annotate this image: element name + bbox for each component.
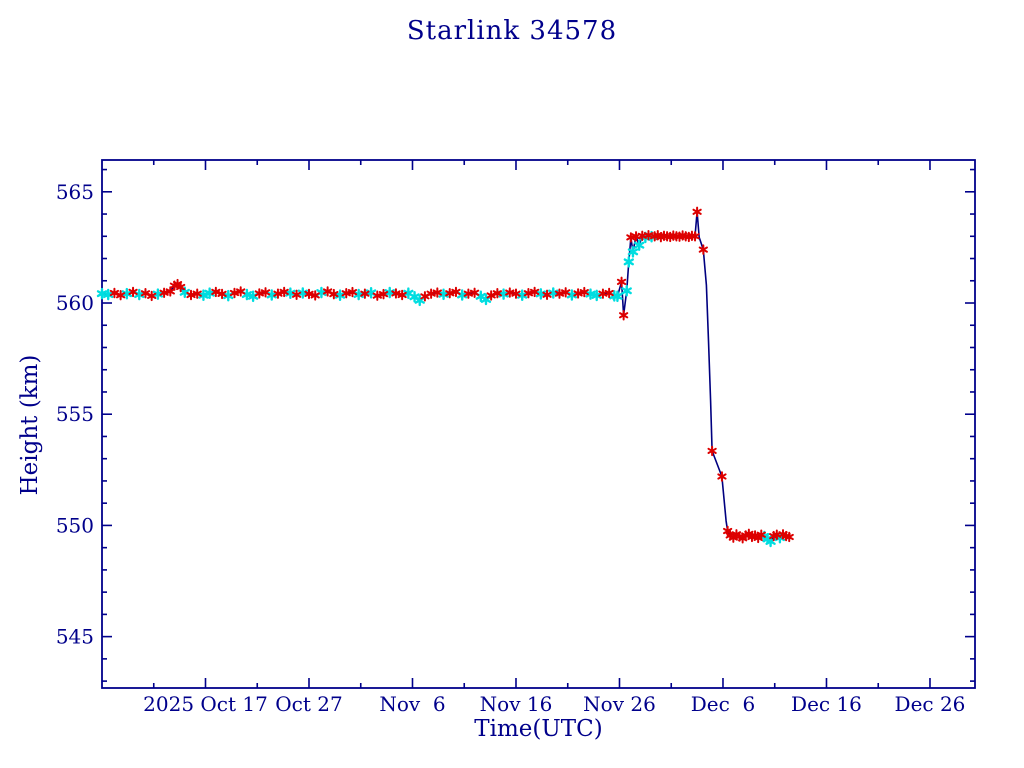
- x-tick-label: Nov 16: [480, 692, 553, 716]
- data-marker-red: [469, 287, 480, 298]
- data-marker-red: [616, 276, 627, 288]
- data-marker-red: [236, 286, 246, 297]
- data-marker-cyan: [621, 284, 632, 297]
- x-tick-label: Nov 6: [379, 692, 445, 716]
- chart-title: Starlink 34578: [406, 16, 618, 46]
- data-marker-red: [698, 244, 708, 255]
- data-marker-cyan: [627, 246, 639, 258]
- data-marker-red: [542, 289, 552, 300]
- data-marker-red: [604, 287, 614, 299]
- y-tick-label: 545: [56, 625, 94, 649]
- data-marker-red: [397, 289, 407, 301]
- data-marker-red: [147, 290, 157, 302]
- data-marker-red: [329, 288, 339, 300]
- data-marker-red: [784, 531, 794, 543]
- y-tick-label: 560: [56, 291, 94, 315]
- data-marker-red: [115, 290, 126, 301]
- data-marker-red: [109, 287, 120, 299]
- data-marker-red: [211, 286, 221, 298]
- data-marker-red: [707, 445, 717, 457]
- data-marker-red: [451, 286, 461, 298]
- x-tick-label: Dec 6: [691, 692, 756, 716]
- data-marker-red: [217, 288, 227, 300]
- plot-frame: [101, 159, 976, 689]
- data-marker-red: [360, 288, 370, 299]
- data-marker-red: [128, 286, 138, 298]
- data-marker-cyan: [591, 289, 602, 302]
- data-marker-red: [192, 288, 202, 299]
- data-marker-red: [310, 290, 320, 301]
- data-marker-red: [165, 286, 175, 297]
- y-tick-label: 565: [56, 180, 94, 204]
- data-marker-red: [492, 288, 502, 299]
- data-marker-red: [692, 206, 702, 218]
- data-marker-cyan: [633, 239, 645, 251]
- data-marker-red: [511, 288, 521, 299]
- data-marker-red: [756, 529, 766, 540]
- data-marker-red: [279, 286, 289, 298]
- x-tick-label: Nov 26: [583, 692, 656, 716]
- x-tick-label: 2025 Oct 17: [143, 692, 268, 716]
- x-tick-label: Oct 27: [275, 692, 342, 716]
- data-line: [101, 211, 790, 543]
- data-marker-red: [432, 287, 442, 298]
- x-tick-label: Dec 26: [895, 692, 966, 716]
- data-marker-red: [618, 310, 629, 321]
- data-marker-red: [561, 287, 571, 298]
- data-marker-red: [717, 471, 727, 482]
- data-marker-red: [486, 290, 496, 301]
- x-tick-label: Dec 16: [791, 692, 862, 716]
- y-axis-title: Height (km): [17, 354, 43, 496]
- data-marker-red: [529, 286, 540, 298]
- data-marker-red: [690, 231, 700, 242]
- data-marker-red: [579, 286, 589, 298]
- data-marker-red: [378, 288, 389, 300]
- x-axis-title: Time(UTC): [474, 716, 603, 742]
- data-marker-cyan: [623, 256, 634, 268]
- y-tick-label: 550: [56, 513, 94, 537]
- data-marker-red: [291, 289, 302, 300]
- data-marker-red: [273, 288, 283, 299]
- data-marker-red: [176, 281, 186, 293]
- data-marker-red: [260, 287, 271, 298]
- data-marker-red: [347, 286, 358, 298]
- data-marker-cyan: [612, 290, 623, 303]
- y-tick-label: 555: [56, 402, 94, 426]
